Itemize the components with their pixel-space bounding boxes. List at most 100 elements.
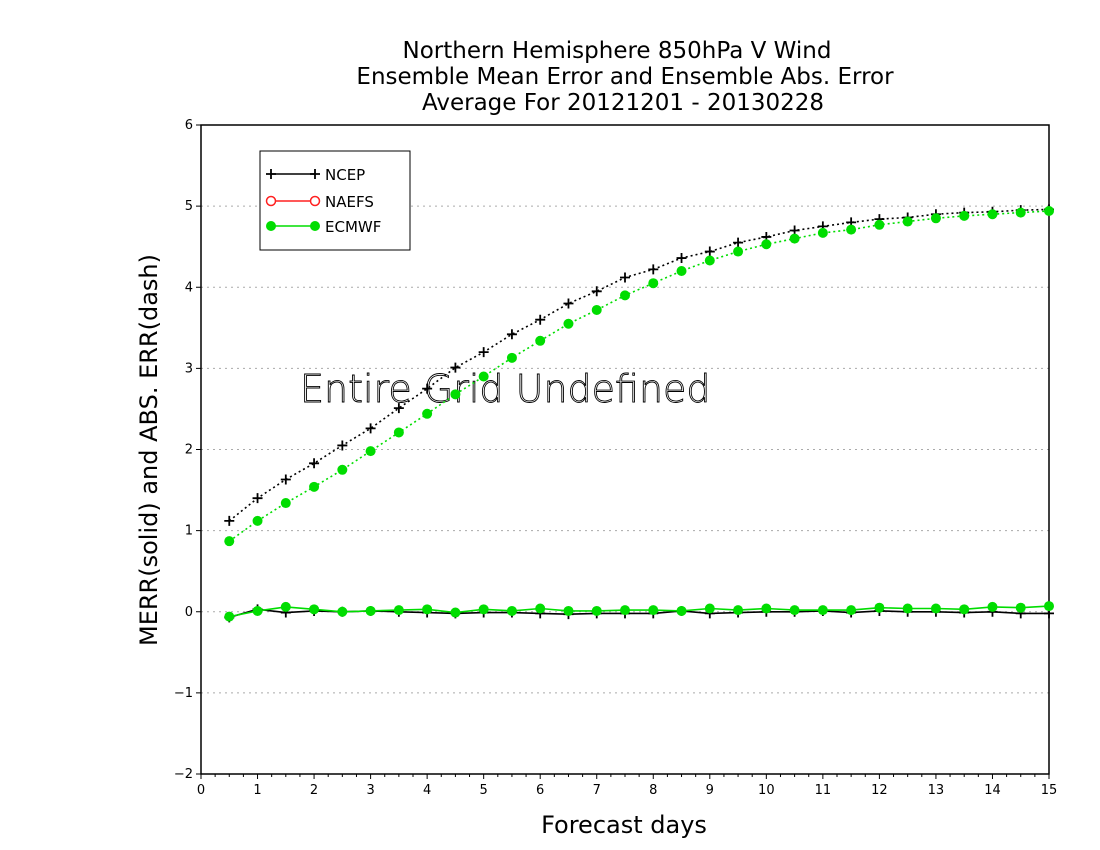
data-point-ecmwf-solid: [252, 605, 263, 616]
y-tick-label: 5: [185, 199, 193, 214]
data-point-ecmwf-solid: [393, 605, 404, 616]
data-point-ecmwf-solid: [704, 603, 715, 614]
data-point-ecmwf-dash: [506, 352, 517, 363]
data-point-ecmwf-solid: [761, 603, 772, 614]
data-point-ecmwf-dash: [450, 389, 461, 400]
data-point-ecmwf-solid: [506, 605, 517, 616]
data-point-ncep-dash: [224, 515, 235, 526]
data-point-ecmwf-dash: [676, 266, 687, 277]
data-point-ecmwf-dash: [648, 278, 659, 289]
data-point-ecmwf-dash: [224, 536, 235, 547]
data-point-ncep-dash: [704, 246, 715, 257]
data-point-ncep-dash: [591, 286, 602, 297]
y-tick-label: 0: [185, 605, 193, 620]
data-point-ecmwf-solid: [959, 604, 970, 615]
series-layer: [224, 204, 1054, 623]
x-tick-label: 11: [815, 783, 832, 798]
data-point-ecmwf-dash: [563, 318, 574, 329]
data-point-ecmwf-dash: [846, 224, 857, 235]
chart-title: Northern Hemisphere 850hPa V Wind Ensemb…: [356, 38, 894, 116]
data-point-ecmwf-solid: [676, 605, 687, 616]
legend-naefs-marker-right: [309, 195, 321, 207]
series-ncep-dash: [224, 204, 1054, 526]
data-point-ecmwf-solid: [874, 602, 885, 613]
data-point-ecmwf-solid: [309, 604, 320, 615]
data-point-ecmwf-dash: [365, 446, 376, 457]
data-point-ncep-dash: [733, 237, 744, 248]
data-point-ecmwf-dash: [1015, 207, 1026, 218]
data-point-ecmwf-solid: [846, 605, 857, 616]
x-tick-label: 5: [480, 783, 488, 798]
data-point-ecmwf-solid: [535, 603, 546, 614]
data-point-ecmwf-solid: [648, 605, 659, 616]
y-tick-label: −2: [174, 767, 193, 782]
y-tick-label: 4: [185, 280, 193, 295]
entire-grid-undefined-annotation: Entire Grid Undefined: [300, 367, 711, 411]
x-axis-label: Forecast days: [541, 811, 707, 839]
chart-title-line-2: Ensemble Mean Error and Ensemble Abs. Er…: [356, 64, 894, 90]
data-point-ecmwf-dash: [535, 335, 546, 346]
x-tick-label: 3: [366, 783, 374, 798]
data-point-ecmwf-solid: [930, 603, 941, 614]
x-tick-label: 4: [423, 783, 431, 798]
data-point-ecmwf-solid: [817, 605, 828, 616]
data-point-ncep-dash: [422, 383, 433, 394]
x-tick-label: 1: [253, 783, 261, 798]
y-tick-label: −1: [174, 686, 193, 701]
legend-naefs-marker-left: [265, 195, 277, 207]
chart-title-line-1: Northern Hemisphere 850hPa V Wind: [403, 38, 832, 64]
data-point-ecmwf-dash: [478, 371, 489, 382]
data-point-ncep-dash: [252, 493, 263, 504]
data-point-ecmwf-dash: [252, 515, 263, 526]
data-point-ecmwf-dash: [930, 213, 941, 224]
data-point-ecmwf-dash: [591, 304, 602, 315]
y-axis-label: MERR(solid) and ABS. ERR(dash): [135, 254, 163, 646]
data-point-ecmwf-dash: [1044, 205, 1054, 216]
data-point-ecmwf-solid: [563, 605, 574, 616]
data-point-ecmwf-dash: [280, 498, 291, 509]
legend-ncep-label: NCEP: [325, 166, 365, 184]
legend: NCEP NAEFS ECMWF: [259, 150, 411, 251]
data-point-ecmwf-solid: [280, 601, 291, 612]
data-point-ecmwf-solid: [789, 605, 800, 616]
y-tick-label: 3: [185, 361, 193, 376]
data-point-ecmwf-dash: [733, 246, 744, 257]
data-point-ncep-dash: [676, 253, 687, 264]
data-point-ecmwf-solid: [902, 603, 913, 614]
data-point-ecmwf-dash: [309, 481, 320, 492]
x-tick-label: 7: [593, 783, 601, 798]
x-tick-label: 14: [984, 783, 1001, 798]
data-point-ncep-dash: [506, 329, 517, 340]
x-tick-label: 13: [928, 783, 945, 798]
data-point-ecmwf-solid: [450, 607, 461, 618]
data-point-ecmwf-solid: [224, 611, 235, 622]
series-ecmwf-dash: [224, 205, 1054, 547]
data-point-ncep-dash: [535, 314, 546, 325]
data-point-ecmwf-dash: [817, 227, 828, 238]
data-point-ecmwf-dash: [761, 239, 772, 250]
x-tick-label: 10: [758, 783, 775, 798]
data-point-ecmwf-solid: [365, 605, 376, 616]
data-point-ecmwf-dash: [902, 216, 913, 227]
data-point-ecmwf-solid: [337, 606, 348, 617]
data-point-ncep-dash: [309, 458, 320, 469]
y-tick-label: 2: [185, 443, 193, 458]
data-point-ncep-dash: [450, 362, 461, 373]
data-point-ecmwf-solid: [478, 604, 489, 615]
series-ncep-solid: [224, 604, 1054, 623]
x-tick-label: 6: [536, 783, 544, 798]
data-point-ecmwf-solid: [1044, 601, 1054, 612]
x-tick-label: 12: [871, 783, 888, 798]
data-point-ecmwf-dash: [874, 219, 885, 230]
series-line-ecmwf-dash: [228, 210, 1050, 542]
data-point-ncep-dash: [620, 272, 630, 283]
data-point-ncep-dash: [393, 403, 404, 414]
data-point-ecmwf-solid: [591, 605, 602, 616]
series-line-ncep-dash: [228, 208, 1050, 522]
data-point-ecmwf-solid: [422, 604, 433, 615]
y-tick-label: 1: [185, 524, 193, 539]
data-point-ecmwf-solid: [987, 601, 998, 612]
series-ecmwf-solid: [224, 601, 1054, 622]
